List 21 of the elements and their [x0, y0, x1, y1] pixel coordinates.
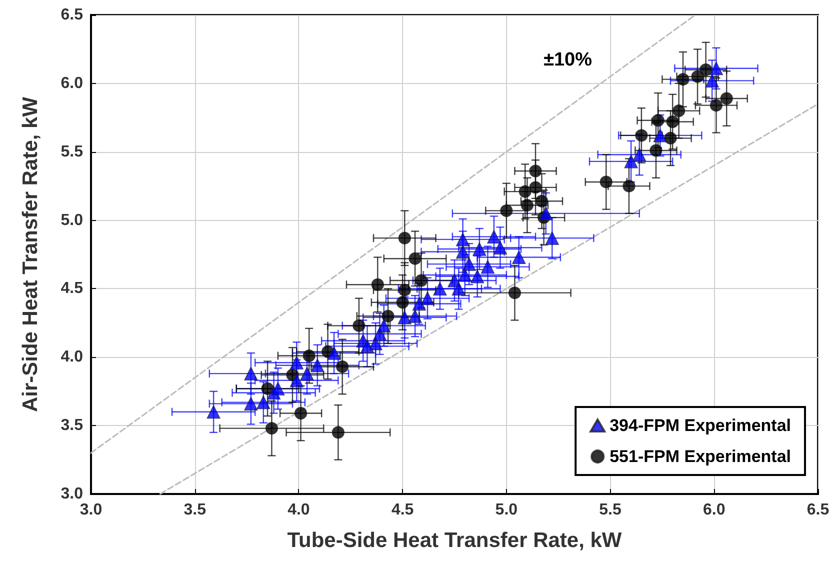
- x-tick-label: 4.5: [391, 502, 414, 518]
- x-axis-title: Tube-Side Heat Transfer Rate, kW: [287, 529, 622, 552]
- annotation: ±10%: [544, 50, 592, 70]
- x-tick-label: 6.5: [806, 502, 830, 518]
- legend-label: 394-FPM Experimental: [610, 416, 792, 435]
- y-tick-label: 3.5: [60, 417, 84, 434]
- x-tick-label: 3.0: [80, 502, 102, 518]
- legend-label: 551-FPM Experimental: [610, 447, 792, 466]
- y-tick-label: 4.0: [60, 348, 84, 366]
- y-tick-label: 3.0: [60, 486, 84, 502]
- y-tick-label: 4.5: [60, 280, 84, 298]
- y-tick-label: 5.5: [60, 143, 84, 160]
- y-tick-label: 6.0: [60, 74, 84, 92]
- y-tick-label: 5.0: [60, 212, 84, 229]
- x-tick-label: 3.5: [184, 502, 206, 518]
- x-tick-label: 6.0: [703, 502, 726, 518]
- x-tick-label: 5.5: [599, 502, 622, 518]
- y-tick-label: 6.5: [60, 6, 84, 24]
- x-tick-label: 4.0: [288, 502, 310, 518]
- x-tick-label: 5.0: [495, 502, 518, 518]
- y-axis-title: Air-Side Heat Transfer Rate, kW: [19, 96, 42, 412]
